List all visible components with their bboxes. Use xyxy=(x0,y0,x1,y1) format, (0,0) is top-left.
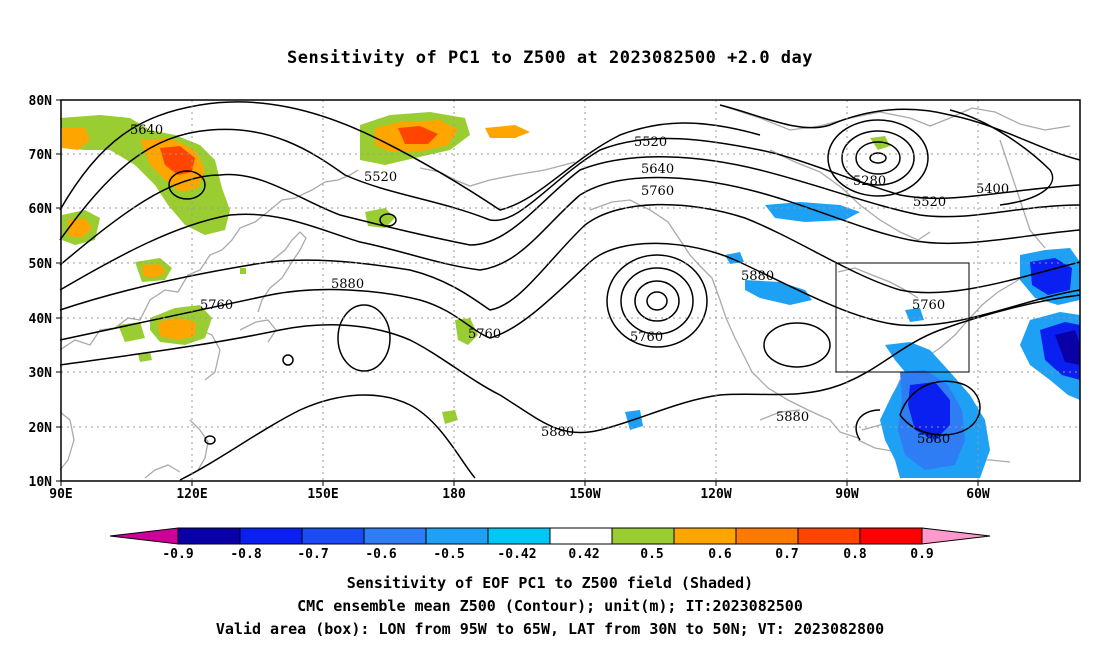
lat-label: 40N xyxy=(29,312,53,327)
colorbar-segment xyxy=(797,527,861,545)
colorbar-label: 0.5 xyxy=(640,547,663,562)
contour-label: 5760 xyxy=(912,298,945,313)
colorbar-segment xyxy=(673,527,737,545)
plot-title: Sensitivity of PC1 to Z500 at 2023082500… xyxy=(286,48,813,68)
colorbar-high-extend xyxy=(921,527,991,545)
coastlines xyxy=(59,104,1071,479)
colorbar-label: -0.7 xyxy=(297,547,328,562)
positive-sensitivity-shading xyxy=(60,112,890,424)
colorbar-segment xyxy=(301,527,365,545)
contour-label: 5520 xyxy=(364,170,397,185)
colorbar-segment xyxy=(363,527,427,545)
lon-label: 180 xyxy=(442,487,466,502)
lon-label: 150E xyxy=(307,487,338,502)
z500-contours xyxy=(59,101,1081,481)
contour-label: 5520 xyxy=(913,195,946,210)
contour-label: 5880 xyxy=(331,277,364,292)
colorbar-segment xyxy=(611,527,675,545)
lon-label: 90E xyxy=(49,487,72,502)
lon-label: 90W xyxy=(835,487,859,502)
lat-label: 30N xyxy=(29,366,53,381)
colorbar-label: -0.42 xyxy=(497,547,536,562)
gridlines xyxy=(61,100,1080,481)
tick-marks xyxy=(56,99,979,486)
caption-line-1: Sensitivity of EOF PC1 to Z500 field (Sh… xyxy=(346,574,754,592)
contour-label: 5760 xyxy=(468,327,501,342)
colorbar-label: -0.5 xyxy=(433,547,464,562)
lon-label: 60W xyxy=(966,487,990,502)
valid-area-box xyxy=(835,262,970,373)
contour-labels: 5640 5520 5520 5640 5760 5280 5400 5520 … xyxy=(130,123,1009,447)
contour-label: 5760 xyxy=(630,330,663,345)
lat-label: 10N xyxy=(29,475,53,490)
colorbar-segment xyxy=(859,527,923,545)
colorbar-label: 0.8 xyxy=(843,547,867,562)
contour-label: 5880 xyxy=(776,410,809,425)
colorbar-low-extend xyxy=(109,527,179,545)
colorbar-label: 0.42 xyxy=(568,547,599,562)
contour-label: 5880 xyxy=(541,425,574,440)
negative-sensitivity-shading xyxy=(625,202,1080,478)
colorbar xyxy=(109,527,991,545)
contour-label: 5640 xyxy=(130,123,163,138)
map-frame xyxy=(60,99,1081,482)
contour-label: 5400 xyxy=(976,182,1009,197)
caption-line-2: CMC ensemble mean Z500 (Contour); unit(m… xyxy=(297,597,803,615)
contour-label: 5760 xyxy=(641,184,674,199)
colorbar-label: -0.8 xyxy=(230,547,261,562)
colorbar-segment xyxy=(735,527,799,545)
colorbar-segment xyxy=(239,527,303,545)
contour-label: 5520 xyxy=(634,135,667,150)
contour-label: 5640 xyxy=(641,162,674,177)
colorbar-label: 0.7 xyxy=(775,547,798,562)
lat-label: 60N xyxy=(29,202,53,217)
colorbar-label: 0.6 xyxy=(708,547,732,562)
contour-label: 5880 xyxy=(917,432,950,447)
contour-label: 5760 xyxy=(200,298,233,313)
colorbar-label: 0.9 xyxy=(910,547,933,562)
lat-label: 80N xyxy=(29,94,53,109)
lat-label: 50N xyxy=(29,257,53,272)
lon-label: 120E xyxy=(176,487,207,502)
lon-label: 120W xyxy=(700,487,731,502)
contour-label: 5880 xyxy=(741,269,774,284)
colorbar-segment xyxy=(177,527,241,545)
contour-label: 5280 xyxy=(853,174,886,189)
colorbar-label: -0.9 xyxy=(162,547,193,562)
lon-label: 150W xyxy=(569,487,600,502)
lat-label: 70N xyxy=(29,148,53,163)
colorbar-label: -0.6 xyxy=(365,547,396,562)
colorbar-segment xyxy=(549,527,613,545)
caption-line-3: Valid area (box): LON from 95W to 65W, L… xyxy=(215,620,885,638)
colorbar-segment xyxy=(425,527,489,545)
colorbar-segment xyxy=(487,527,551,545)
lat-label: 20N xyxy=(29,421,53,436)
